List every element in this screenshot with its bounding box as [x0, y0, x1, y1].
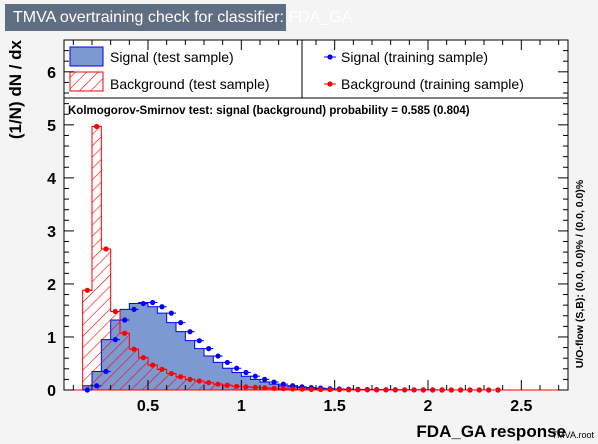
background-train-point: [448, 387, 454, 393]
background-train-point: [178, 374, 184, 380]
legend-swatch-background-test: [69, 71, 104, 92]
background-train-point: [271, 385, 277, 392]
signal-train-point: [224, 359, 230, 366]
background-train-point: [308, 386, 314, 392]
y-tick-label: 2: [47, 277, 56, 294]
background-train-point: [383, 387, 389, 393]
background-train-point: [364, 387, 370, 393]
background-train-point: [168, 370, 174, 377]
background-train-point: [187, 376, 193, 382]
signal-train-point: [243, 369, 249, 376]
signal-train-point: [103, 368, 109, 375]
y-tick-label: 5: [47, 118, 56, 135]
background-train-point: [318, 386, 324, 393]
background-train-point: [243, 384, 249, 390]
signal-train-point: [262, 376, 268, 382]
points-layer: [82, 123, 503, 393]
signal-train-point: [150, 299, 156, 306]
background-train-point: [252, 384, 258, 390]
chart-title: TMVA overtraining check for classifier: …: [5, 4, 352, 31]
watermark: TMVA.root: [552, 430, 595, 440]
background-train-point: [290, 386, 296, 392]
legend-left-box: [63, 39, 303, 99]
signal-train-point: [112, 337, 118, 343]
background-train-point: [392, 387, 398, 393]
x-tick-label: 1.5: [324, 398, 346, 415]
signal-train-point: [122, 317, 128, 323]
y-tick-label: 6: [47, 65, 56, 82]
overflow-label: U/O-flow (S,B): (0.0, 0.0)% / (0.0, 0.0)…: [574, 179, 586, 368]
signal-train-point: [215, 353, 221, 359]
signal-train-point: [159, 304, 165, 310]
background-train-point: [495, 387, 501, 393]
background-train-point: [476, 387, 482, 393]
background-train-point: [327, 386, 333, 393]
background-train-point: [374, 387, 380, 393]
background-train-point: [159, 366, 165, 372]
y-tick-label: 3: [47, 224, 56, 241]
background-train-point: [346, 387, 352, 393]
background-train-point: [467, 387, 473, 393]
background-train-point: [336, 387, 342, 393]
background-train-point: [112, 308, 118, 315]
background-train-point: [234, 383, 240, 389]
x-tick-label: 2: [424, 398, 433, 415]
x-axis-label: FDA_GA response: [416, 422, 566, 441]
background-train-point: [122, 330, 128, 336]
legend-label-background-train: Background (training sample): [341, 76, 524, 92]
background-train-point: [140, 355, 146, 361]
signal-train-point: [280, 381, 286, 387]
signal-train-point: [140, 300, 146, 307]
background-train-point: [94, 123, 100, 130]
background-train-point: [458, 387, 464, 393]
y-tick-label: 4: [47, 171, 56, 188]
background-train-point: [131, 346, 137, 352]
y-tick-label: 0: [47, 383, 56, 400]
legend-label-background-test: Background (test sample): [110, 76, 270, 92]
background-train-point: [150, 362, 156, 368]
signal-train-point: [84, 387, 90, 393]
background-train-point: [486, 387, 492, 393]
legend-swatch-signal-test: [69, 46, 104, 67]
signal-train-point: [168, 310, 174, 316]
background-train-point: [103, 246, 109, 252]
background-train-point: [224, 382, 230, 388]
ks-test-annotation: Kolmogorov-Smirnov test: signal (backgro…: [68, 105, 470, 117]
axes-layer: 0 1 2 3 4 5 6 0.5 1 1.5 2 2.5: [47, 40, 568, 415]
background-train-point: [402, 387, 408, 393]
y-axis-label: (1/N) dN / dx: [6, 39, 25, 139]
signal-train-point: [196, 338, 202, 344]
x-tick-label: 1: [237, 398, 246, 415]
background-train-point: [430, 387, 436, 393]
background-train-point: [215, 381, 221, 387]
background-train-point: [420, 387, 426, 393]
signal-train-point: [187, 329, 193, 335]
signal-train-point: [178, 320, 184, 326]
legend-label-signal-train: Signal (training sample): [341, 49, 488, 65]
signal-train-point: [131, 306, 137, 312]
x-tick-label: 0.5: [137, 398, 159, 415]
signal-train-point: [94, 383, 100, 389]
background-train-point: [196, 378, 202, 384]
legend-label-signal-test: Signal (test sample): [110, 49, 234, 65]
background-train-point: [411, 387, 417, 393]
signal-train-point: [206, 346, 212, 352]
background-train-point: [299, 386, 305, 392]
signal-train-point: [252, 373, 258, 379]
background-train-point: [206, 379, 212, 386]
y-tick-label: 1: [47, 330, 56, 347]
background-train-point: [439, 387, 445, 393]
x-tick-label: 2.5: [510, 398, 532, 415]
background-train-point: [84, 287, 90, 293]
signal-train-point: [271, 379, 277, 385]
background-train-point: [355, 387, 361, 393]
signal-train-point: [234, 365, 240, 371]
background-train-point: [280, 386, 286, 392]
background-train-point: [262, 385, 268, 391]
